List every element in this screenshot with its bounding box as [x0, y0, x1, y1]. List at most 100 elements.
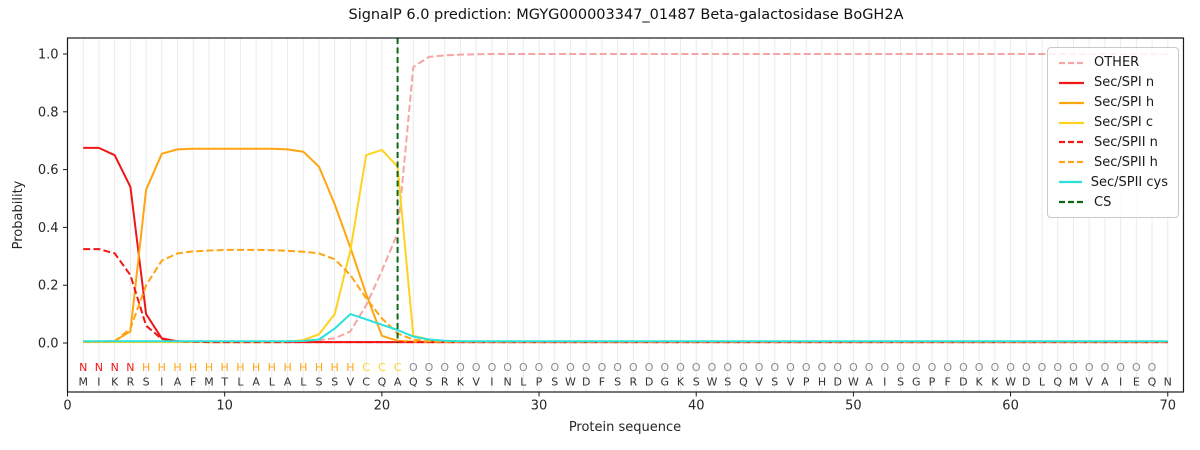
- region-label-letter: O: [833, 361, 842, 374]
- legend-swatch: [1059, 181, 1082, 184]
- residue-letter: D: [833, 376, 841, 389]
- region-label-letter: H: [331, 361, 339, 374]
- residue-letter: K: [991, 376, 999, 389]
- residue-letter: Q: [1148, 376, 1157, 389]
- region-label-letter: H: [173, 361, 181, 374]
- region-label-letter: O: [959, 361, 968, 374]
- x-axis-label: Protein sequence: [569, 420, 681, 435]
- region-label-letter: H: [268, 361, 276, 374]
- residue-letter: M: [204, 376, 214, 389]
- residue-letter: D: [645, 376, 653, 389]
- residue-letter: I: [883, 376, 886, 389]
- residue-letter: S: [614, 376, 621, 389]
- residue-letter: F: [945, 376, 951, 389]
- region-label-letter: O: [519, 361, 528, 374]
- region-label-letter: H: [142, 361, 150, 374]
- x-tick-label: 50: [845, 399, 862, 414]
- legend-swatch: [1059, 200, 1084, 204]
- residue-letter: N: [503, 376, 511, 389]
- x-tick-label: 40: [688, 399, 705, 414]
- plot-title: SignalP 6.0 prediction: MGYG000003347_01…: [348, 7, 904, 23]
- region-label-letter: N: [95, 361, 103, 374]
- x-tick-label: 0: [63, 399, 71, 414]
- region-label-letter: O: [896, 361, 905, 374]
- region-label-letter: O: [849, 361, 858, 374]
- region-label-letter: O: [1053, 361, 1062, 374]
- series-sec-spi-h: [83, 147, 1168, 343]
- residue-letter: R: [629, 376, 637, 389]
- legend-swatch: [1059, 81, 1084, 84]
- legend-item-sec-spi-c: Sec/SPI c: [1058, 115, 1168, 130]
- region-label-letter: O: [943, 361, 952, 374]
- region-label-letter: H: [158, 361, 166, 374]
- legend-swatch: [1059, 141, 1084, 144]
- legend-swatch: [1059, 101, 1084, 104]
- region-label-letter: O: [488, 361, 497, 374]
- series-other: [83, 53, 1168, 343]
- residue-letter: I: [1119, 376, 1122, 389]
- residue-letter: E: [1133, 376, 1140, 389]
- region-label-letter: O: [912, 361, 921, 374]
- legend-label: CS: [1094, 194, 1112, 210]
- x-tick-label: 70: [1159, 399, 1176, 414]
- region-label-letter: O: [676, 361, 685, 374]
- region-label-letter: O: [1022, 361, 1031, 374]
- region-label-letter: H: [346, 361, 354, 374]
- residue-letter: S: [693, 376, 700, 389]
- region-label-letter: H: [252, 361, 260, 374]
- plot-border: [66, 37, 1185, 393]
- legend-item-sec-spi-n: Sec/SPI n: [1058, 75, 1168, 90]
- legend-label: Sec/SPI n: [1094, 75, 1155, 91]
- region-label-letter: O: [456, 361, 465, 374]
- region-label-letter: H: [236, 361, 244, 374]
- residue-letter: A: [1101, 376, 1109, 389]
- residue-letter: I: [160, 376, 163, 389]
- series-sec-spii-n: [83, 248, 1168, 344]
- region-label-letter: O: [645, 361, 654, 374]
- region-label-letter: O: [770, 361, 779, 374]
- residue-letter: L: [237, 376, 244, 389]
- sequence-letters: NMNINKNRHSHIHAHFHMHTHLHAHLHAHLHSHSHVCCCQ…: [78, 361, 1171, 389]
- region-label-letter: O: [503, 361, 512, 374]
- region-label-letter: O: [1038, 361, 1047, 374]
- region-label-letter: O: [1006, 361, 1015, 374]
- series-sec-spi-n: [83, 146, 1168, 344]
- region-label-letter: O: [723, 361, 732, 374]
- region-label-letter: O: [708, 361, 717, 374]
- legend-item-cs: CS: [1058, 195, 1168, 210]
- residue-letter: P: [929, 376, 936, 389]
- legend-label: Sec/SPI h: [1094, 95, 1155, 111]
- region-label-letter: O: [692, 361, 701, 374]
- region-label-letter: O: [613, 361, 622, 374]
- residue-letter: Q: [739, 376, 748, 389]
- residue-letter: W: [565, 376, 576, 389]
- y-tick-label: 0.0: [38, 337, 59, 352]
- legend-swatch: [1059, 121, 1084, 124]
- residue-letter: L: [269, 376, 276, 389]
- x-tick-label: 10: [216, 399, 233, 414]
- region-label-letter: H: [315, 361, 323, 374]
- residue-letter: K: [677, 376, 685, 389]
- residue-letter: N: [1164, 376, 1172, 389]
- axes: 0 10 20 30 40 50 60 70 0.0 0.2 0.4 0.6 0.8 1.0: [38, 37, 1185, 414]
- y-tick-label: 0.6: [38, 163, 59, 178]
- region-label-letter: C: [394, 361, 402, 374]
- y-tick-label: 0.2: [38, 279, 59, 294]
- residue-letter: R: [127, 376, 135, 389]
- region-label-letter: O: [865, 361, 874, 374]
- region-label-letter: O: [472, 361, 481, 374]
- residue-letter: P: [536, 376, 543, 389]
- residue-letter: M: [1069, 376, 1079, 389]
- residue-letter: S: [331, 376, 338, 389]
- gridlines: [82, 38, 1169, 392]
- region-label-letter: H: [221, 361, 229, 374]
- residue-letter: W: [1005, 376, 1016, 389]
- residue-letter: I: [97, 376, 100, 389]
- residue-letter: K: [975, 376, 983, 389]
- series-sec-spii-cys: [83, 313, 1168, 343]
- residue-letter: A: [865, 376, 873, 389]
- residue-letter: K: [111, 376, 119, 389]
- residue-letter: V: [787, 376, 795, 389]
